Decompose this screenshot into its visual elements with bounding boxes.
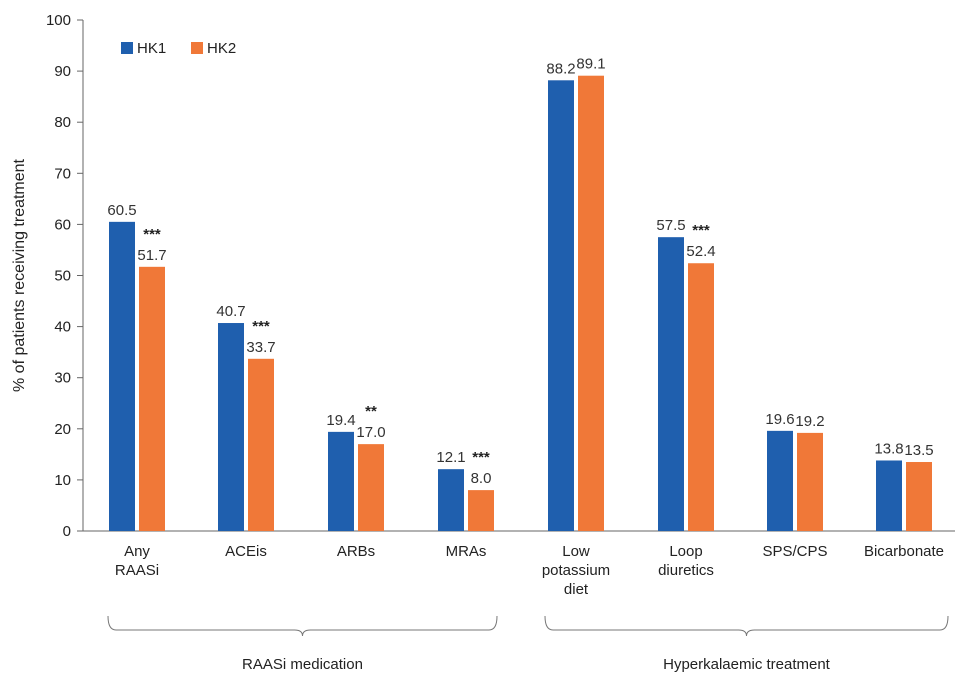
data-label: 88.2 xyxy=(546,60,575,77)
y-tick-label: 20 xyxy=(54,421,71,438)
data-label: 57.5 xyxy=(656,217,685,234)
data-label: 60.5 xyxy=(107,202,136,219)
y-tick-label: 50 xyxy=(54,268,71,285)
significance-marker: ** xyxy=(365,403,377,420)
x-tick-label: Loop diuretics xyxy=(658,543,714,579)
data-label: 19.2 xyxy=(795,413,824,430)
y-tick-label: 30 xyxy=(54,370,71,387)
data-label: 19.4 xyxy=(326,412,355,429)
data-label: 13.5 xyxy=(904,442,933,459)
bar-hk1 xyxy=(876,460,902,531)
bar-hk1 xyxy=(218,323,244,531)
data-label: 33.7 xyxy=(246,339,275,356)
bar-hk1 xyxy=(658,237,684,532)
bar-hk1 xyxy=(328,431,354,531)
x-tick-label: Bicarbonate xyxy=(864,543,944,560)
legend-item-hk2: HK2 xyxy=(191,40,236,57)
significance-marker: *** xyxy=(143,226,161,243)
legend-item-hk1: HK1 xyxy=(121,40,166,57)
x-tick-label: Low potassium diet xyxy=(542,543,610,598)
y-tick-label: 100 xyxy=(46,12,71,29)
legend-swatch xyxy=(191,42,203,54)
bar-hk2 xyxy=(797,432,823,531)
y-tick-label: 80 xyxy=(54,114,71,131)
group-brace xyxy=(544,615,949,637)
significance-marker: *** xyxy=(692,222,710,239)
bar-hk2 xyxy=(906,462,932,531)
x-tick-label: SPS/CPS xyxy=(762,543,827,560)
y-tick-label: 60 xyxy=(54,216,71,233)
bar-hk1 xyxy=(438,469,464,531)
bar-hk1 xyxy=(109,221,135,531)
bar-hk2 xyxy=(578,75,604,531)
data-label: 17.0 xyxy=(356,424,385,441)
x-tick-label: ACEis xyxy=(225,543,267,560)
significance-marker: *** xyxy=(252,318,270,335)
y-tick-label: 0 xyxy=(63,523,71,540)
data-label: 40.7 xyxy=(216,303,245,320)
bar-hk2 xyxy=(468,490,494,531)
y-tick-label: 10 xyxy=(54,472,71,489)
group-label: Hyperkalaemic treatment xyxy=(663,656,831,673)
data-label: 8.0 xyxy=(471,470,492,487)
y-axis-label: % of patients receiving treatment xyxy=(11,158,28,392)
group-label: RAASi medication xyxy=(242,656,363,673)
data-label: 52.4 xyxy=(686,243,715,260)
legend-label: HK2 xyxy=(207,40,236,57)
data-label: 19.6 xyxy=(765,411,794,428)
legend-label: HK1 xyxy=(137,40,166,57)
y-tick-label: 40 xyxy=(54,319,71,336)
significance-marker: *** xyxy=(472,449,490,466)
data-label: 13.8 xyxy=(874,440,903,457)
x-tick-label: ARBs xyxy=(337,543,375,560)
data-label: 12.1 xyxy=(436,449,465,466)
bar-hk2 xyxy=(358,444,384,531)
x-tick-label: Any RAASi xyxy=(115,543,159,579)
legend-swatch xyxy=(121,42,133,54)
bar-hk1 xyxy=(767,430,793,531)
y-tick-label: 70 xyxy=(54,165,71,182)
data-label: 51.7 xyxy=(137,247,166,264)
bar-hk2 xyxy=(139,266,165,531)
bar-hk2 xyxy=(248,358,274,531)
x-tick-label: MRAs xyxy=(446,543,487,560)
y-tick-label: 90 xyxy=(54,63,71,80)
group-brace xyxy=(107,615,498,637)
bar-hk1 xyxy=(548,80,574,531)
data-label: 89.1 xyxy=(576,56,605,73)
bar-hk2 xyxy=(688,263,714,531)
